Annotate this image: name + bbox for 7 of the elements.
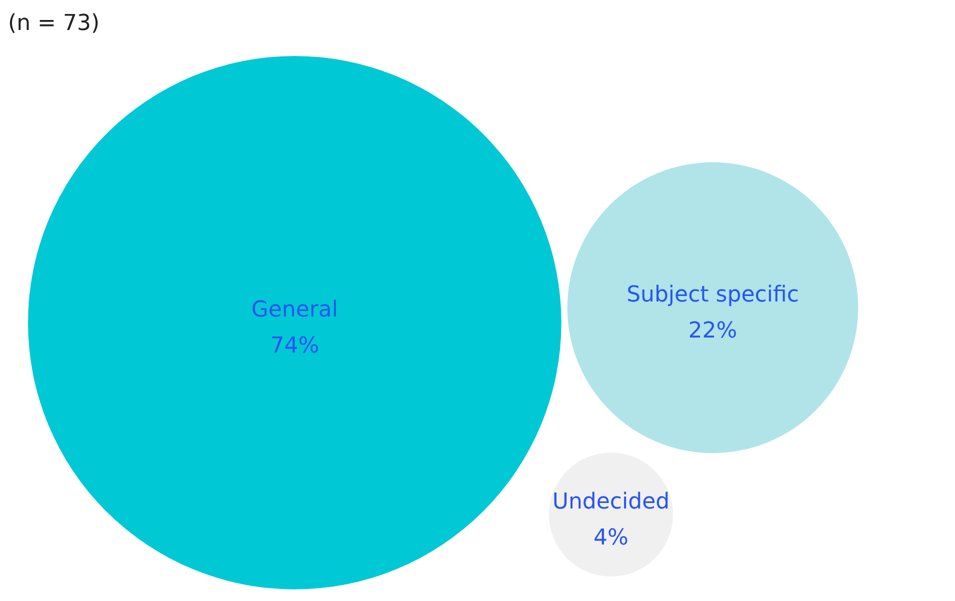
category-label: Undecided — [552, 490, 670, 515]
data-label: 4% — [594, 526, 628, 551]
data-label: 74% — [270, 334, 320, 359]
category-label: General — [251, 298, 338, 323]
data-label: 22% — [688, 318, 738, 344]
category-label: Subject specific — [626, 282, 799, 308]
text: (n = 73) — [8, 11, 100, 36]
